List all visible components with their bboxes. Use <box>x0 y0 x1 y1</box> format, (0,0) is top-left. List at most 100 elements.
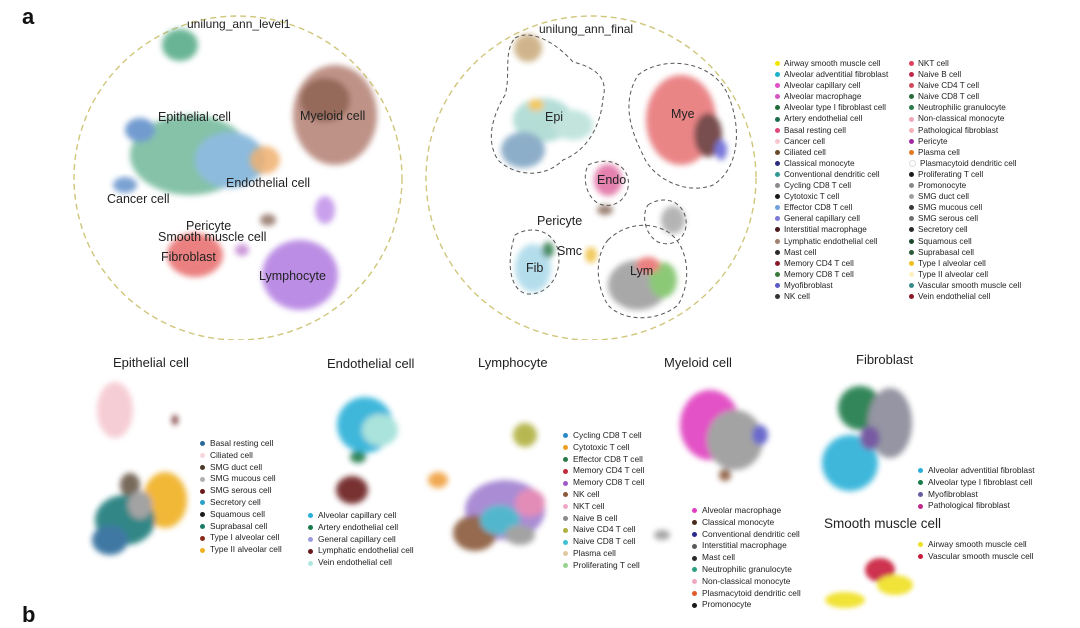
legend-item: Neutrophilic granulocyte <box>692 564 801 576</box>
legend-label: Alveolar macrophage <box>784 92 862 102</box>
legend-swatch <box>200 476 205 482</box>
legend-item: Conventional dendritic cell <box>775 169 888 180</box>
legend-swatch <box>775 294 780 300</box>
legend-item: Memory CD4 T cell <box>775 258 888 269</box>
legend-swatch <box>909 94 914 100</box>
legend-item: Artery endothelial cell <box>775 113 888 124</box>
umap-level1-title: unilung_ann_level1 <box>187 17 291 31</box>
legend-label: SMG serous cell <box>918 214 979 224</box>
legend-item: Lymphatic endothelial cell <box>775 236 888 247</box>
legend-swatch <box>308 513 313 519</box>
legend-label: Neutrophilic granulocyte <box>918 103 1006 113</box>
legend-swatch <box>692 579 697 585</box>
legend-label: Memory CD4 T cell <box>573 465 645 476</box>
legend-item: Squamous cell <box>200 509 282 521</box>
legend-swatch <box>909 238 914 244</box>
legend-swatch <box>200 547 205 553</box>
legend-item: Alveolar adventitial fibroblast <box>775 69 888 80</box>
legend-swatch <box>563 563 568 569</box>
legend-swatch <box>775 171 780 177</box>
legend-swatch <box>909 249 914 255</box>
legend-swatch <box>308 525 313 531</box>
cluster-lymphocyte <box>262 196 338 310</box>
cluster-cancer <box>113 177 137 193</box>
legend-item: Plasmacytoid dendritic cell <box>692 588 801 600</box>
legend-item: Proliferating T cell <box>909 169 1021 180</box>
legend-label: Ciliated cell <box>210 449 253 460</box>
legend-label: Memory CD4 T cell <box>784 258 854 268</box>
legend-label: Myofibroblast <box>928 488 978 499</box>
legend-item: SMG duct cell <box>909 191 1021 202</box>
label-smooth-muscle-cell: Smooth muscle cell <box>158 230 267 244</box>
legend-swatch <box>775 94 780 100</box>
legend-item: Ciliated cell <box>775 147 888 158</box>
legend-swatch <box>692 543 697 549</box>
legend-label: Alveolar capillary cell <box>318 510 397 520</box>
legend-label: SMG mucous cell <box>210 473 276 484</box>
legend-item: Vein endothelial cell <box>308 557 414 569</box>
legend-label: Cancer cell <box>784 136 825 146</box>
label-fib: Fib <box>526 261 544 275</box>
legend-item: Cycling CD8 T cell <box>563 430 644 442</box>
legend-item: Naive B cell <box>909 69 1021 80</box>
label-mye: Mye <box>671 107 695 121</box>
panel-label-a: a <box>22 4 35 29</box>
label-cancer-cell: Cancer cell <box>107 192 170 206</box>
umap-final-boundary <box>425 15 757 340</box>
legend-label: Pathological fibroblast <box>928 500 1010 511</box>
legend-label: Pathological fibroblast <box>918 125 999 135</box>
subpanel-fibroblast-plot <box>822 386 912 491</box>
legend-swatch <box>909 282 914 288</box>
legend-label: NKT cell <box>573 500 605 511</box>
legend-label: Naive CD4 T cell <box>573 524 636 535</box>
subpanel-myeloid-title: Myeloid cell <box>664 355 732 370</box>
legend-item: Vascular smooth muscle cell <box>909 280 1021 291</box>
legend-item: Naive CD8 T cell <box>909 91 1021 102</box>
subpanel-fibroblast-title: Fibroblast <box>856 352 914 367</box>
subpanel-epithelial-plot <box>92 382 187 555</box>
legend-swatch <box>909 260 914 266</box>
legend-swatch <box>775 227 780 233</box>
legend-item: Vein endothelial cell <box>909 291 1021 302</box>
legend-item: Basal resting cell <box>200 438 282 450</box>
umap-level1-plot <box>73 15 403 340</box>
legend-item: Effector CD8 T cell <box>563 454 644 466</box>
legend-swatch <box>563 445 568 451</box>
legend-swatch <box>563 504 568 510</box>
legend-item: Type II alveolar cell <box>200 544 282 556</box>
legend-label: SMG duct cell <box>210 461 263 472</box>
legend-item: Pericyte <box>909 136 1021 147</box>
cluster-epithelial <box>125 29 265 195</box>
legend-label: Type I alveolar cell <box>210 532 280 543</box>
label-pericyte-final: Pericyte <box>537 214 583 228</box>
legend-swatch <box>775 116 780 122</box>
legend-item: Alveolar capillary cell <box>308 510 414 522</box>
legend-swatch <box>775 72 780 78</box>
subpanel-smooth-muscle-legend: Airway smooth muscle cell Vascular smooth… <box>918 539 1034 563</box>
legend-item: NK cell <box>775 291 888 302</box>
legend-item: Mast cell <box>692 552 801 564</box>
legend-item: Interstitial macrophage <box>692 540 801 552</box>
legend-label: Airway smooth muscle cell <box>784 59 881 68</box>
legend-item: Promonocyte <box>909 180 1021 191</box>
cluster-endothelial <box>250 146 280 174</box>
legend-swatch <box>775 149 780 155</box>
legend-swatch <box>918 491 923 497</box>
legend-item: General capillary cell <box>308 534 414 546</box>
legend-item: Cytotoxic T cell <box>563 442 644 454</box>
legend-swatch <box>563 468 568 474</box>
legend-label: Neutrophilic granulocyte <box>702 563 792 574</box>
subpanel-fibroblast-legend: Alveolar adventitial fibroblast Alveolar … <box>918 465 1035 512</box>
subpanel-lymphocyte-title: Lymphocyte <box>478 355 548 370</box>
legend-swatch <box>563 492 568 498</box>
legend-label: Mast cell <box>784 247 817 257</box>
legend-swatch <box>692 520 697 526</box>
legend-swatch <box>909 138 914 144</box>
legend-item: Naive CD4 T cell <box>909 80 1021 91</box>
legend-label: Secretory cell <box>918 225 968 235</box>
legend-label: Classical monocyte <box>702 516 775 527</box>
cluster-pericyte <box>235 214 276 256</box>
legend-swatch <box>775 105 780 111</box>
legend-label: Plasma cell <box>573 547 616 558</box>
legend-item: Conventional dendritic cell <box>692 529 801 541</box>
